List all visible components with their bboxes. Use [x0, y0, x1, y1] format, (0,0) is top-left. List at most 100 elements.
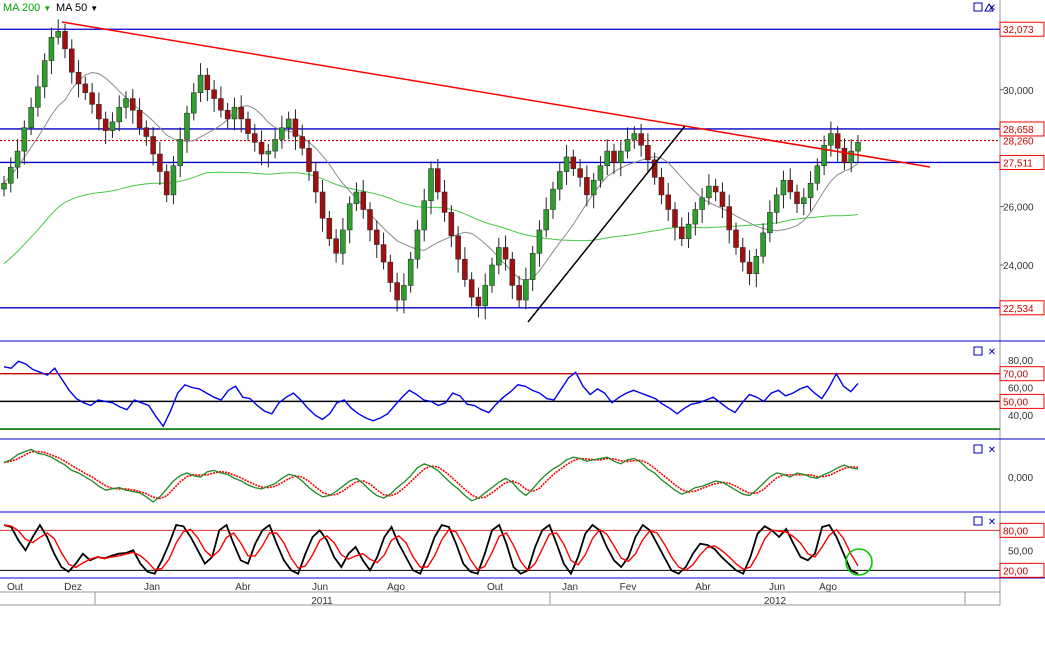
- candle-body: [109, 121, 116, 131]
- macd-tick-label: 0,000: [1008, 473, 1033, 484]
- candle-body: [821, 145, 827, 166]
- ma50-label: MA 50: [56, 2, 88, 14]
- level-label: 32,073: [1003, 25, 1034, 36]
- x-month-label: Out: [487, 582, 503, 593]
- candle-body: [468, 279, 475, 298]
- candle-body: [82, 83, 89, 93]
- x-month-label: Jun: [312, 582, 328, 593]
- candle-body: [496, 247, 502, 266]
- candle-body: [502, 247, 509, 260]
- candle-body: [794, 191, 800, 204]
- macd-signal-line: [3, 450, 859, 500]
- x-year-label: 2012: [764, 596, 787, 607]
- rsi-label: 50,00: [1003, 397, 1028, 408]
- candle-body: [211, 89, 217, 99]
- y-tick-label: 26,000: [1003, 203, 1034, 214]
- candle-body: [319, 191, 326, 219]
- candle-body: [658, 177, 665, 196]
- chevron-down-icon: ▼: [43, 4, 52, 13]
- candle-body: [62, 31, 68, 50]
- candle-body: [536, 229, 543, 254]
- candle-body: [218, 98, 224, 111]
- candle-body: [814, 165, 821, 184]
- candle-body: [604, 150, 610, 166]
- candle-body: [441, 191, 448, 213]
- candle-body: [679, 226, 685, 239]
- candle-body: [8, 166, 14, 184]
- candle-body: [401, 285, 407, 301]
- candle-body: [157, 153, 163, 172]
- highlight-circle: [845, 548, 873, 576]
- candle-body: [529, 253, 536, 280]
- candle-body: [475, 296, 482, 307]
- level-label: 27,511: [1003, 158, 1033, 169]
- candle-body: [706, 185, 712, 199]
- rsi-label-box: [999, 393, 1045, 409]
- x-month-label: Jan: [562, 582, 578, 593]
- y-tick-label: 24,000: [1003, 261, 1034, 272]
- ma50-selector[interactable]: MA 50 ▼: [56, 2, 98, 14]
- candle-body: [563, 156, 570, 172]
- rsi-tick-label: 60,00: [1008, 384, 1033, 395]
- x-month-label: Ago: [819, 582, 837, 593]
- candle-body: [834, 133, 841, 149]
- candle-body: [557, 171, 563, 190]
- candle-body: [590, 180, 597, 196]
- reference-label: 28,260: [1003, 137, 1034, 148]
- candle-body: [367, 209, 373, 231]
- candle-body: [726, 206, 732, 231]
- chevron-up-icon: [984, 2, 994, 12]
- candle-body: [21, 127, 28, 152]
- candle-body: [516, 285, 522, 301]
- candle-body: [618, 150, 624, 164]
- candle-body: [543, 209, 549, 231]
- stoch-label-box: [999, 562, 1045, 578]
- candle-body: [170, 165, 177, 196]
- candle-body: [238, 107, 244, 120]
- candle-body: [299, 136, 305, 149]
- candle-body: [577, 168, 583, 178]
- chevron-down-icon: ▼: [90, 4, 99, 13]
- close-icon: ✕: [988, 445, 996, 456]
- maximize-icon: [973, 2, 983, 12]
- ma200-selector[interactable]: MA 200 ▼: [3, 2, 51, 14]
- level-label-box: [999, 121, 1045, 137]
- candle-body: [428, 168, 434, 201]
- candle-body: [807, 182, 814, 199]
- candle-body: [191, 92, 197, 114]
- candle-body: [597, 165, 604, 181]
- x-year-label: 2011: [311, 596, 333, 607]
- maximize-icon: [973, 444, 983, 454]
- candle-body: [712, 185, 719, 193]
- candle-body: [550, 188, 556, 210]
- candle-body: [448, 212, 455, 237]
- candle-body: [489, 264, 495, 286]
- candle-body: [177, 139, 183, 166]
- candle-body: [665, 194, 671, 210]
- candle-body: [692, 209, 699, 225]
- level-label: 28,658: [1003, 125, 1034, 136]
- candle-body: [780, 180, 787, 196]
- candle-body: [719, 191, 726, 207]
- candle-body: [611, 150, 617, 164]
- candle-body: [767, 212, 773, 234]
- candle-body: [482, 285, 488, 307]
- maximize-icon: [973, 346, 983, 356]
- candle-body: [828, 133, 834, 146]
- candle-body: [116, 107, 122, 123]
- candle-body: [150, 136, 156, 155]
- rsi-label-box: [999, 366, 1045, 382]
- candle-body: [272, 139, 278, 152]
- candle-body: [28, 107, 34, 128]
- candle-body: [638, 133, 644, 146]
- candle-body: [435, 168, 441, 193]
- candle-body: [326, 218, 333, 239]
- candle-body: [313, 171, 319, 193]
- candle-body: [374, 229, 380, 245]
- rsi-tick-label: 80,00: [1008, 356, 1033, 367]
- candle-body: [224, 109, 231, 120]
- x-month-label: Jun: [769, 582, 785, 593]
- uptrend-line: [527, 125, 686, 323]
- level-label-box: [999, 21, 1045, 37]
